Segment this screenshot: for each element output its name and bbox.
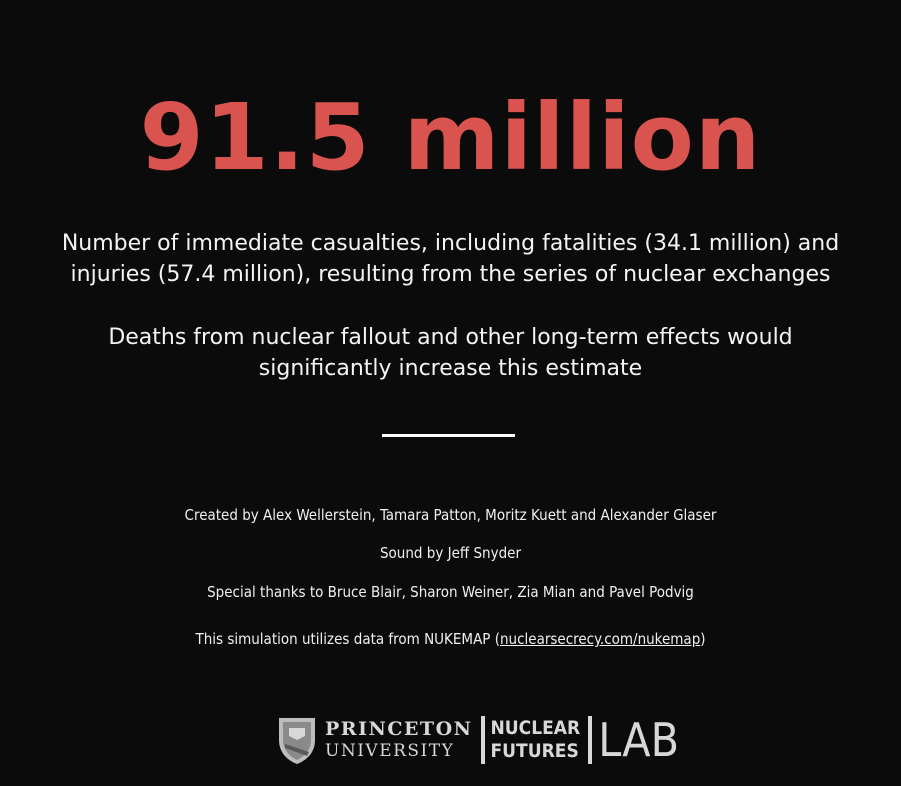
nf-wordmark-line-2: FUTURES: [490, 740, 579, 762]
note-line-2: significantly increase this estimate: [258, 356, 643, 381]
nuclear-futures-wordmark: NUCLEAR FUTURES: [491, 717, 581, 763]
summary-line-1: Number of immediate casualties, includin…: [61, 231, 840, 256]
credits-special-thanks: Special thanks to Bruce Blair, Sharon We…: [207, 583, 694, 601]
princeton-university-wordmark: PRINCETON UNIVERSITY: [325, 718, 473, 762]
nf-wordmark-line-1: NUCLEAR: [490, 717, 581, 739]
princeton-wordmark-line-2: UNIVERSITY: [325, 741, 455, 761]
data-source-suffix: ): [700, 630, 706, 648]
fallout-note: Deaths from nuclear fallout and other lo…: [40, 322, 861, 384]
casualty-total-headline: 91.5 million: [139, 84, 762, 191]
nukemap-link[interactable]: nuclearsecrecy.com/nukemap: [499, 630, 701, 648]
note-line-1: Deaths from nuclear fallout and other lo…: [108, 325, 793, 350]
data-source-prefix: This simulation utilizes data from NUKEM…: [195, 630, 500, 648]
logo-separator: [480, 716, 485, 764]
lab-wordmark: LAB: [598, 713, 679, 767]
credits-sound-by: Sound by Jeff Snyder: [379, 544, 521, 562]
logo-separator: [588, 716, 593, 764]
casualty-summary: Number of immediate casualties, includin…: [40, 228, 861, 290]
section-divider: [382, 434, 515, 437]
credits-data-source: This simulation utilizes data from NUKEM…: [0, 629, 901, 649]
sponsor-logos: PRINCETON UNIVERSITY NUCLEAR FUTURES LAB: [277, 712, 679, 768]
summary-line-2: injuries (57.4 million), resulting from …: [70, 262, 831, 287]
princeton-shield-icon: [279, 718, 315, 764]
credits-created-by: Created by Alex Wellerstein, Tamara Patt…: [184, 506, 717, 524]
princeton-wordmark-line-1: PRINCETON: [325, 718, 473, 740]
